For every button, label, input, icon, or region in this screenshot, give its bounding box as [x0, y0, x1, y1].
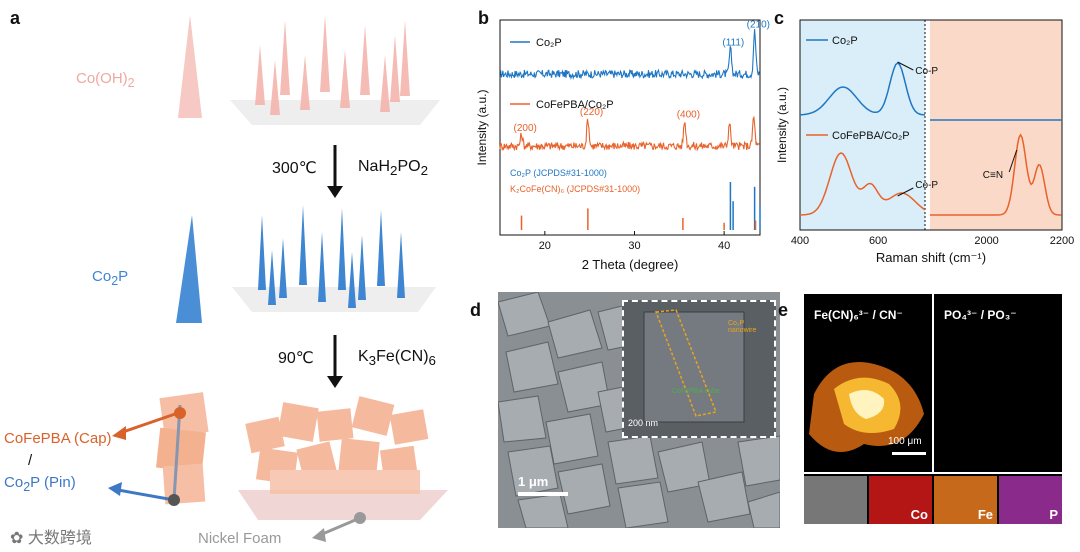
- raman-series-cofepba-right: [930, 133, 1062, 216]
- raman-annotation: Co-P: [915, 180, 938, 191]
- raman-mapping: Fe(CN)₆³⁻ / CN⁻ PO₄³⁻ / PO₃⁻ 100 μm Co F…: [804, 294, 1062, 524]
- raman-ylabel: Intensity (a.u.): [775, 87, 789, 163]
- raman-xtick-label: 2000: [974, 235, 998, 247]
- step2-reagent: K3Fe(CN)6: [358, 348, 436, 369]
- slash-label: /: [28, 452, 33, 469]
- nickel-foam-label: Nickel Foam: [198, 530, 282, 547]
- panel-label-d: d: [470, 300, 481, 320]
- raman-annotation: Co-P: [915, 66, 938, 77]
- pin-label: Co2P (Pin): [4, 474, 76, 494]
- fe-tile: Fe: [934, 476, 997, 524]
- xrd-legend-label: CoFePBA/Co₂P: [536, 99, 614, 111]
- xrd-peak-label: (400): [677, 109, 700, 120]
- panel-label-e: e: [778, 300, 789, 320]
- raman-annot-line: [897, 61, 914, 71]
- panel-label-a: a: [10, 8, 21, 28]
- coh2-label: Co(OH)2: [76, 70, 135, 90]
- raman-series-cofepba: [800, 152, 926, 216]
- xrd-peak-label: (111): [722, 37, 744, 48]
- step1-reagent: NaH2PO2: [358, 158, 428, 179]
- mapping-left-title: Fe(CN)₆³⁻ / CN⁻: [814, 308, 903, 322]
- xrd-peak-label: (210): [747, 19, 770, 30]
- inset-cube-label: CoFePBA cube: [672, 388, 720, 395]
- raman-xtick-label: 2200: [1050, 235, 1074, 247]
- nickel-foam: [238, 490, 448, 520]
- xrd-ylabel: Intensity (a.u.): [475, 89, 489, 165]
- inset-scale-label: 200 nm: [628, 418, 659, 428]
- raman-xtick-label: 400: [791, 235, 809, 247]
- sem-tile: [804, 476, 867, 524]
- step1-temperature: 300℃: [272, 160, 317, 177]
- raman-bg-right: [930, 20, 1062, 230]
- raman-annotation: C≡N: [983, 170, 1003, 181]
- co2p-label: Co2P: [92, 268, 129, 288]
- panel-label-c: c: [774, 8, 785, 28]
- xrd-peak-label: (220): [580, 107, 603, 118]
- raman-annot-line: [1008, 149, 1018, 173]
- sem-image: Co₂P nanowire CoFePBA cube 200 nm 1 μm: [498, 292, 780, 528]
- xrd-series-co2p: [499, 29, 761, 81]
- co-tile: Co: [869, 476, 932, 524]
- co2p-needle: [176, 215, 202, 323]
- raman-xlabel: Raman shift (cm⁻¹): [876, 250, 986, 265]
- substrate-2: [232, 287, 436, 312]
- panel-a-illustration: [108, 15, 448, 542]
- xrd-legend-label: Co₂P: [536, 37, 562, 49]
- xrd-xtick-label: 40: [718, 240, 730, 252]
- coh2-needle: [178, 15, 202, 118]
- raman-annot-line: [897, 187, 914, 197]
- xrd-xlabel: 2 Theta (degree): [582, 257, 679, 272]
- step2-temperature: 90℃: [278, 350, 314, 367]
- raman-bg-left: [800, 20, 925, 230]
- mapping-scale-bar: [892, 452, 926, 455]
- xrd-ref-label: K₂CoFe(CN)₆ (JCPDS#31-1000): [510, 184, 640, 194]
- raman-legend-label: CoFePBA/Co₂P: [832, 130, 910, 142]
- p-tile: P: [999, 476, 1062, 524]
- panel-label-b: b: [478, 8, 489, 28]
- xrd-chart: 20 30 40 2 Theta (degree) Intensity (a.u.) Co…: [475, 19, 770, 272]
- xrd-peak-label: (200): [514, 123, 537, 134]
- xrd-xtick-label: 20: [539, 240, 551, 252]
- xrd-ref-label: Co₂P (JCPDS#31-1000): [510, 168, 607, 178]
- raman-xtick-label: 600: [869, 235, 887, 247]
- inset-nanowire-label: Co₂P nanowire: [728, 320, 757, 334]
- raman-frame: [799, 19, 1063, 231]
- xrd-xtick-label: 30: [628, 240, 640, 252]
- cap-label: CoFePBA (Cap): [4, 430, 112, 447]
- raman-legend-label: Co₂P: [832, 35, 858, 47]
- mapping-right-title: PO₄³⁻ / PO₃⁻: [944, 308, 1017, 322]
- raman-series-co2p: [799, 62, 926, 116]
- sem-scale-label: 1 μm: [518, 474, 549, 489]
- xrd-series-cofepba: [499, 115, 760, 152]
- mapping-scale-label: 100 μm: [888, 436, 922, 447]
- raman-chart: 400 600 2000 2200 Raman shift (cm⁻¹) Intensit…: [775, 19, 1074, 265]
- sem-inset: Co₂P nanowire CoFePBA cube 200 nm: [622, 300, 776, 438]
- watermark-logo-icon: ✿: [10, 530, 24, 547]
- sem-scale-bar: [518, 492, 568, 496]
- xrd-frame: [499, 19, 761, 236]
- watermark: ✿ 大数跨境: [10, 530, 92, 547]
